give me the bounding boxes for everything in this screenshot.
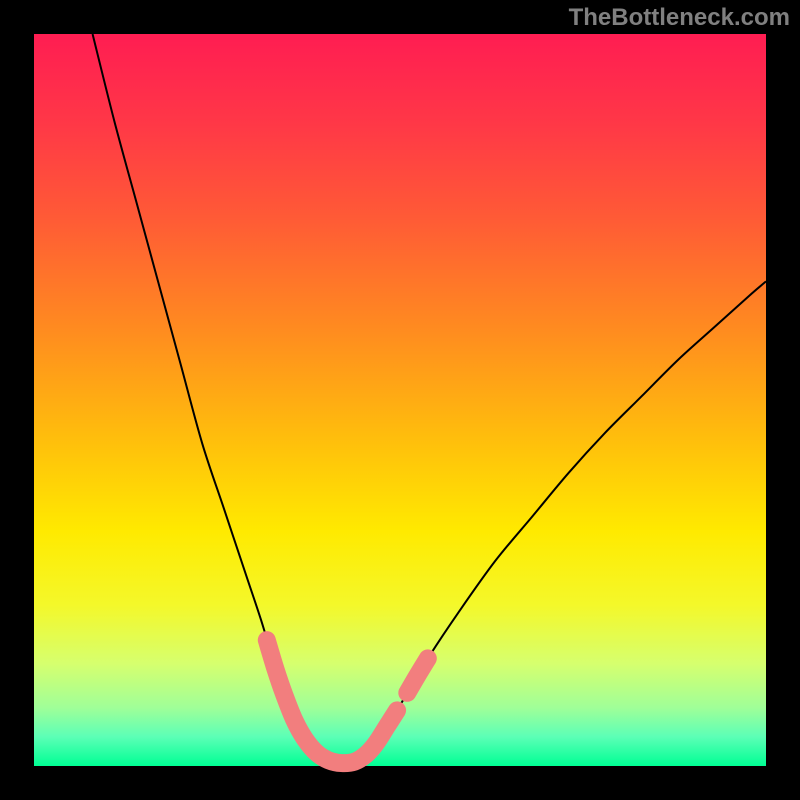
chart-container: TheBottleneck.com bbox=[0, 0, 800, 800]
bottleneck-chart bbox=[0, 0, 800, 800]
plot-background bbox=[34, 34, 766, 766]
watermark-text: TheBottleneck.com bbox=[569, 4, 790, 32]
